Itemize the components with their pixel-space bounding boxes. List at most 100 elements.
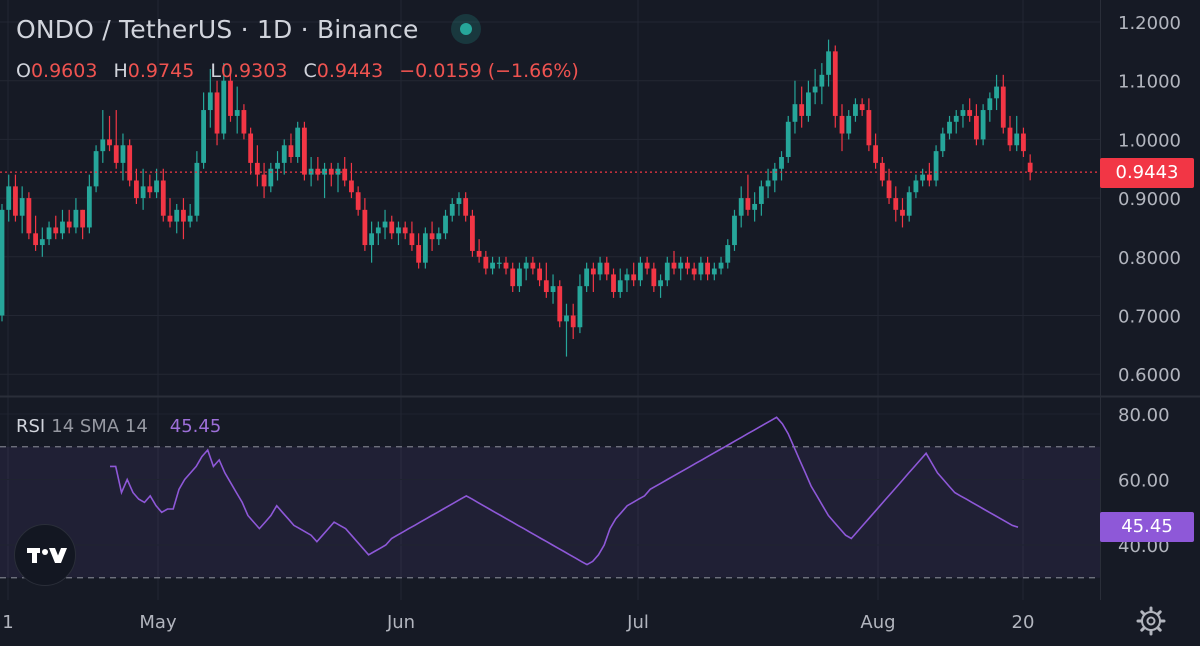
candle-body[interactable] — [181, 209, 186, 222]
candle-body[interactable] — [214, 92, 220, 134]
candle-body[interactable] — [443, 215, 448, 234]
candle-body[interactable] — [86, 186, 92, 228]
candle-body[interactable] — [893, 198, 899, 210]
candle-body[interactable] — [799, 104, 805, 116]
candle-body[interactable] — [839, 115, 845, 134]
candle-body[interactable] — [19, 198, 25, 216]
candle-body[interactable] — [611, 274, 616, 293]
candle-body[interactable] — [490, 262, 495, 269]
candle-body[interactable] — [685, 262, 690, 269]
candle-body[interactable] — [980, 110, 986, 140]
candle-body[interactable] — [409, 233, 415, 246]
candle-body[interactable] — [6, 186, 12, 210]
candle-body[interactable] — [698, 262, 704, 275]
candle-body[interactable] — [846, 115, 852, 134]
candle-body[interactable] — [671, 262, 677, 269]
tradingview-logo-icon[interactable] — [14, 524, 76, 586]
candle-body[interactable] — [302, 127, 307, 175]
candle-body[interactable] — [886, 180, 892, 199]
candle-body[interactable] — [207, 92, 213, 111]
candle-body[interactable] — [503, 262, 509, 269]
candle-body[interactable] — [449, 203, 455, 216]
candle-body[interactable] — [275, 162, 280, 169]
candle-body[interactable] — [396, 227, 401, 234]
candle-body[interactable] — [832, 51, 838, 116]
candle-body[interactable] — [987, 98, 993, 111]
candle-body[interactable] — [1027, 162, 1033, 173]
candle-body[interactable] — [140, 186, 146, 199]
candle-body[interactable] — [120, 145, 126, 163]
candle-body[interactable] — [967, 110, 973, 116]
candle-body[interactable] — [147, 186, 153, 193]
candle-body[interactable] — [46, 227, 52, 240]
candle-body[interactable] — [537, 268, 542, 281]
candle-body[interactable] — [853, 104, 858, 116]
candle-body[interactable] — [436, 233, 442, 240]
candle-body[interactable] — [463, 198, 469, 216]
candle-body[interactable] — [201, 110, 206, 163]
candle-body[interactable] — [819, 74, 825, 87]
candle-body[interactable] — [638, 262, 643, 281]
candle-body[interactable] — [483, 256, 489, 269]
candle-body[interactable] — [53, 227, 59, 234]
candle-body[interactable] — [994, 86, 999, 99]
candle-body[interactable] — [758, 186, 764, 204]
candle-body[interactable] — [1000, 86, 1006, 128]
candle-body[interactable] — [664, 262, 670, 281]
candle-body[interactable] — [873, 145, 878, 163]
candle-body[interactable] — [13, 186, 18, 216]
candle-body[interactable] — [33, 233, 38, 246]
candle-body[interactable] — [745, 198, 751, 210]
candle-body[interactable] — [315, 168, 321, 175]
candle-body[interactable] — [806, 92, 811, 116]
candle-body[interactable] — [550, 286, 556, 293]
candle-body[interactable] — [926, 174, 932, 181]
candle-body[interactable] — [530, 262, 536, 269]
candle-body[interactable] — [974, 115, 979, 140]
candle-body[interactable] — [241, 110, 247, 134]
candle-body[interactable] — [167, 215, 173, 222]
candle-body[interactable] — [913, 180, 919, 193]
candle-body[interactable] — [470, 215, 475, 251]
candle-body[interactable] — [651, 268, 657, 287]
rsi-line[interactable] — [110, 416, 1019, 566]
candle-body[interactable] — [866, 110, 872, 146]
candle-body[interactable] — [375, 227, 381, 234]
candle-body[interactable] — [234, 110, 240, 116]
candle-body[interactable] — [355, 192, 361, 210]
candle-body[interactable] — [362, 209, 368, 246]
candle-body[interactable] — [261, 174, 267, 187]
candle-body[interactable] — [100, 139, 106, 152]
candle-body[interactable] — [557, 286, 563, 322]
candle-body[interactable] — [510, 268, 516, 287]
candle-body[interactable] — [577, 286, 583, 328]
candle-body[interactable] — [80, 209, 86, 228]
candle-body[interactable] — [859, 104, 865, 111]
candle-body[interactable] — [658, 280, 663, 287]
candle-body[interactable] — [496, 262, 502, 264]
rsi-legend[interactable]: RSI 14 SMA 14 45.45 — [16, 416, 221, 437]
candle-body[interactable] — [127, 145, 133, 181]
candle-body[interactable] — [66, 221, 72, 228]
candle-body[interactable] — [288, 145, 294, 158]
candle-body[interactable] — [335, 168, 341, 175]
candle-body[interactable] — [906, 192, 912, 216]
candle-body[interactable] — [248, 133, 254, 163]
candle-body[interactable] — [779, 157, 784, 169]
candle-body[interactable] — [564, 315, 569, 322]
candle-body[interactable] — [476, 250, 482, 257]
candle-body[interactable] — [422, 233, 428, 263]
candle-body[interactable] — [389, 221, 395, 234]
candle-body[interactable] — [584, 268, 590, 287]
candle-body[interactable] — [26, 198, 32, 234]
candle-body[interactable] — [0, 209, 5, 316]
candle-body[interactable] — [590, 268, 596, 275]
candle-body[interactable] — [93, 151, 99, 187]
candle-body[interactable] — [940, 133, 946, 152]
candle-body[interactable] — [107, 139, 112, 146]
candle-body[interactable] — [187, 215, 193, 222]
gear-icon[interactable] — [1136, 606, 1166, 636]
candle-body[interactable] — [382, 221, 388, 228]
candle-body[interactable] — [678, 262, 684, 269]
candle-body[interactable] — [691, 268, 697, 275]
